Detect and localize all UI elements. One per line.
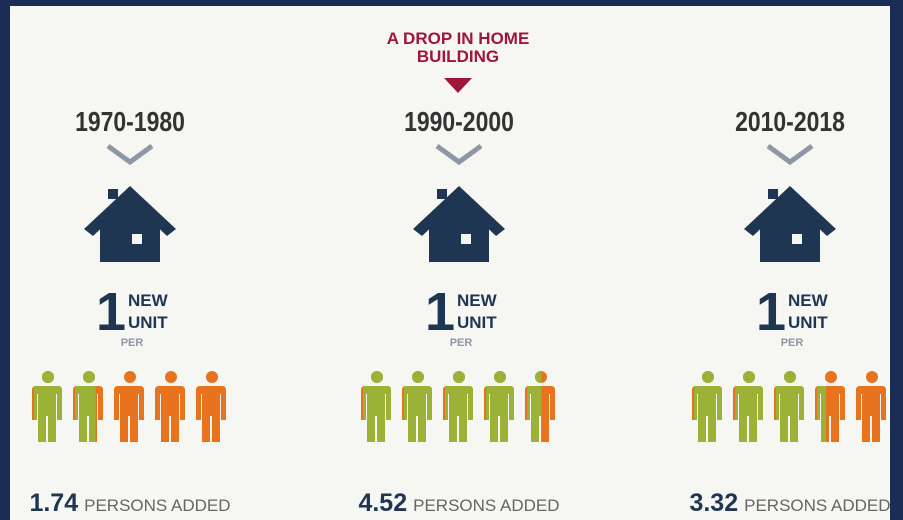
unit-unit: UNIT [457,313,497,332]
person-head [83,371,95,383]
per: PER [450,337,473,349]
person-head [412,371,424,383]
house-icon [84,186,176,262]
chevron [106,143,154,166]
person-head [165,371,177,383]
house-window [132,234,142,244]
person-body [445,386,473,442]
person-head [453,371,465,383]
person-icon [484,371,514,442]
person-head [702,371,714,383]
person-head [494,371,506,383]
persons-label: PERSONS ADDED [84,496,230,515]
annotation-arrow [444,78,472,93]
house-window [461,234,471,244]
unit-new: NEW [457,291,498,310]
person-body [735,386,763,442]
period: 1970-1980 [75,107,185,138]
person-body [155,386,185,442]
person-head [124,371,136,383]
persons-value: 4.52 [358,489,407,517]
person-icon [443,371,473,442]
person-filled [404,371,432,442]
person-filled [735,371,763,442]
person-filled [34,371,62,442]
persons-label: PERSONS ADDED [744,496,890,515]
persons-line: 3.32 PERSONS ADDED [689,489,890,517]
unit-unit: UNIT [128,313,168,332]
person-head [535,371,542,383]
person-body [527,386,542,442]
persons-value: 3.32 [689,489,738,517]
house-window [792,234,802,244]
person-filled [445,371,473,442]
person-head [42,371,54,383]
unit-count: 1 [96,282,126,342]
unit-unit: UNIT [788,313,828,332]
annotation: A DROP IN HOME BUILDING [387,29,530,66]
chevron [766,143,814,166]
unit-new: NEW [788,291,829,310]
person-head [743,371,755,383]
person-body [486,386,514,442]
person-icon [402,371,432,442]
person-filled [776,371,804,442]
per: PER [781,337,804,349]
person-filled [694,371,722,442]
person-head [825,373,826,381]
person-body [363,386,391,442]
person-icon [32,371,62,442]
person-body [196,386,226,442]
person-body [75,386,96,442]
period: 2010-2018 [735,107,845,138]
person-body [856,386,886,442]
house-icon [744,186,836,262]
person-icon [114,371,144,442]
person-filled [817,373,826,442]
person-filled [75,371,96,442]
person-body [34,386,62,442]
person-head [784,371,796,383]
person-head [206,371,218,383]
person-icon [155,371,185,442]
chevron [435,143,483,166]
person-head [866,371,878,383]
house-icon [413,186,505,262]
person-icon [774,371,804,442]
person-body [114,386,144,442]
person-body [694,386,722,442]
persons-line: 4.52 PERSONS ADDED [358,489,559,517]
person-filled [363,371,391,442]
persons-label: PERSONS ADDED [413,496,559,515]
persons-value: 1.74 [29,489,78,517]
person-icon [733,371,763,442]
per: PER [121,337,144,349]
person-head [825,371,837,383]
person-icon [856,371,886,442]
person-icon [692,371,722,442]
person-head [371,371,383,383]
unit-new: NEW [128,291,169,310]
person-filled [486,371,514,442]
person-body [404,386,432,442]
person-icon [196,371,226,442]
person-filled [527,371,542,442]
person-icon [73,371,103,442]
period: 1990-2000 [404,107,514,138]
person-icon [525,371,555,442]
person-body [817,386,826,442]
person-icon [815,371,845,442]
person-body [776,386,804,442]
persons-line: 1.74 PERSONS ADDED [29,489,230,517]
unit-count: 1 [425,282,455,342]
person-icon [361,371,391,442]
unit-count: 1 [756,282,786,342]
